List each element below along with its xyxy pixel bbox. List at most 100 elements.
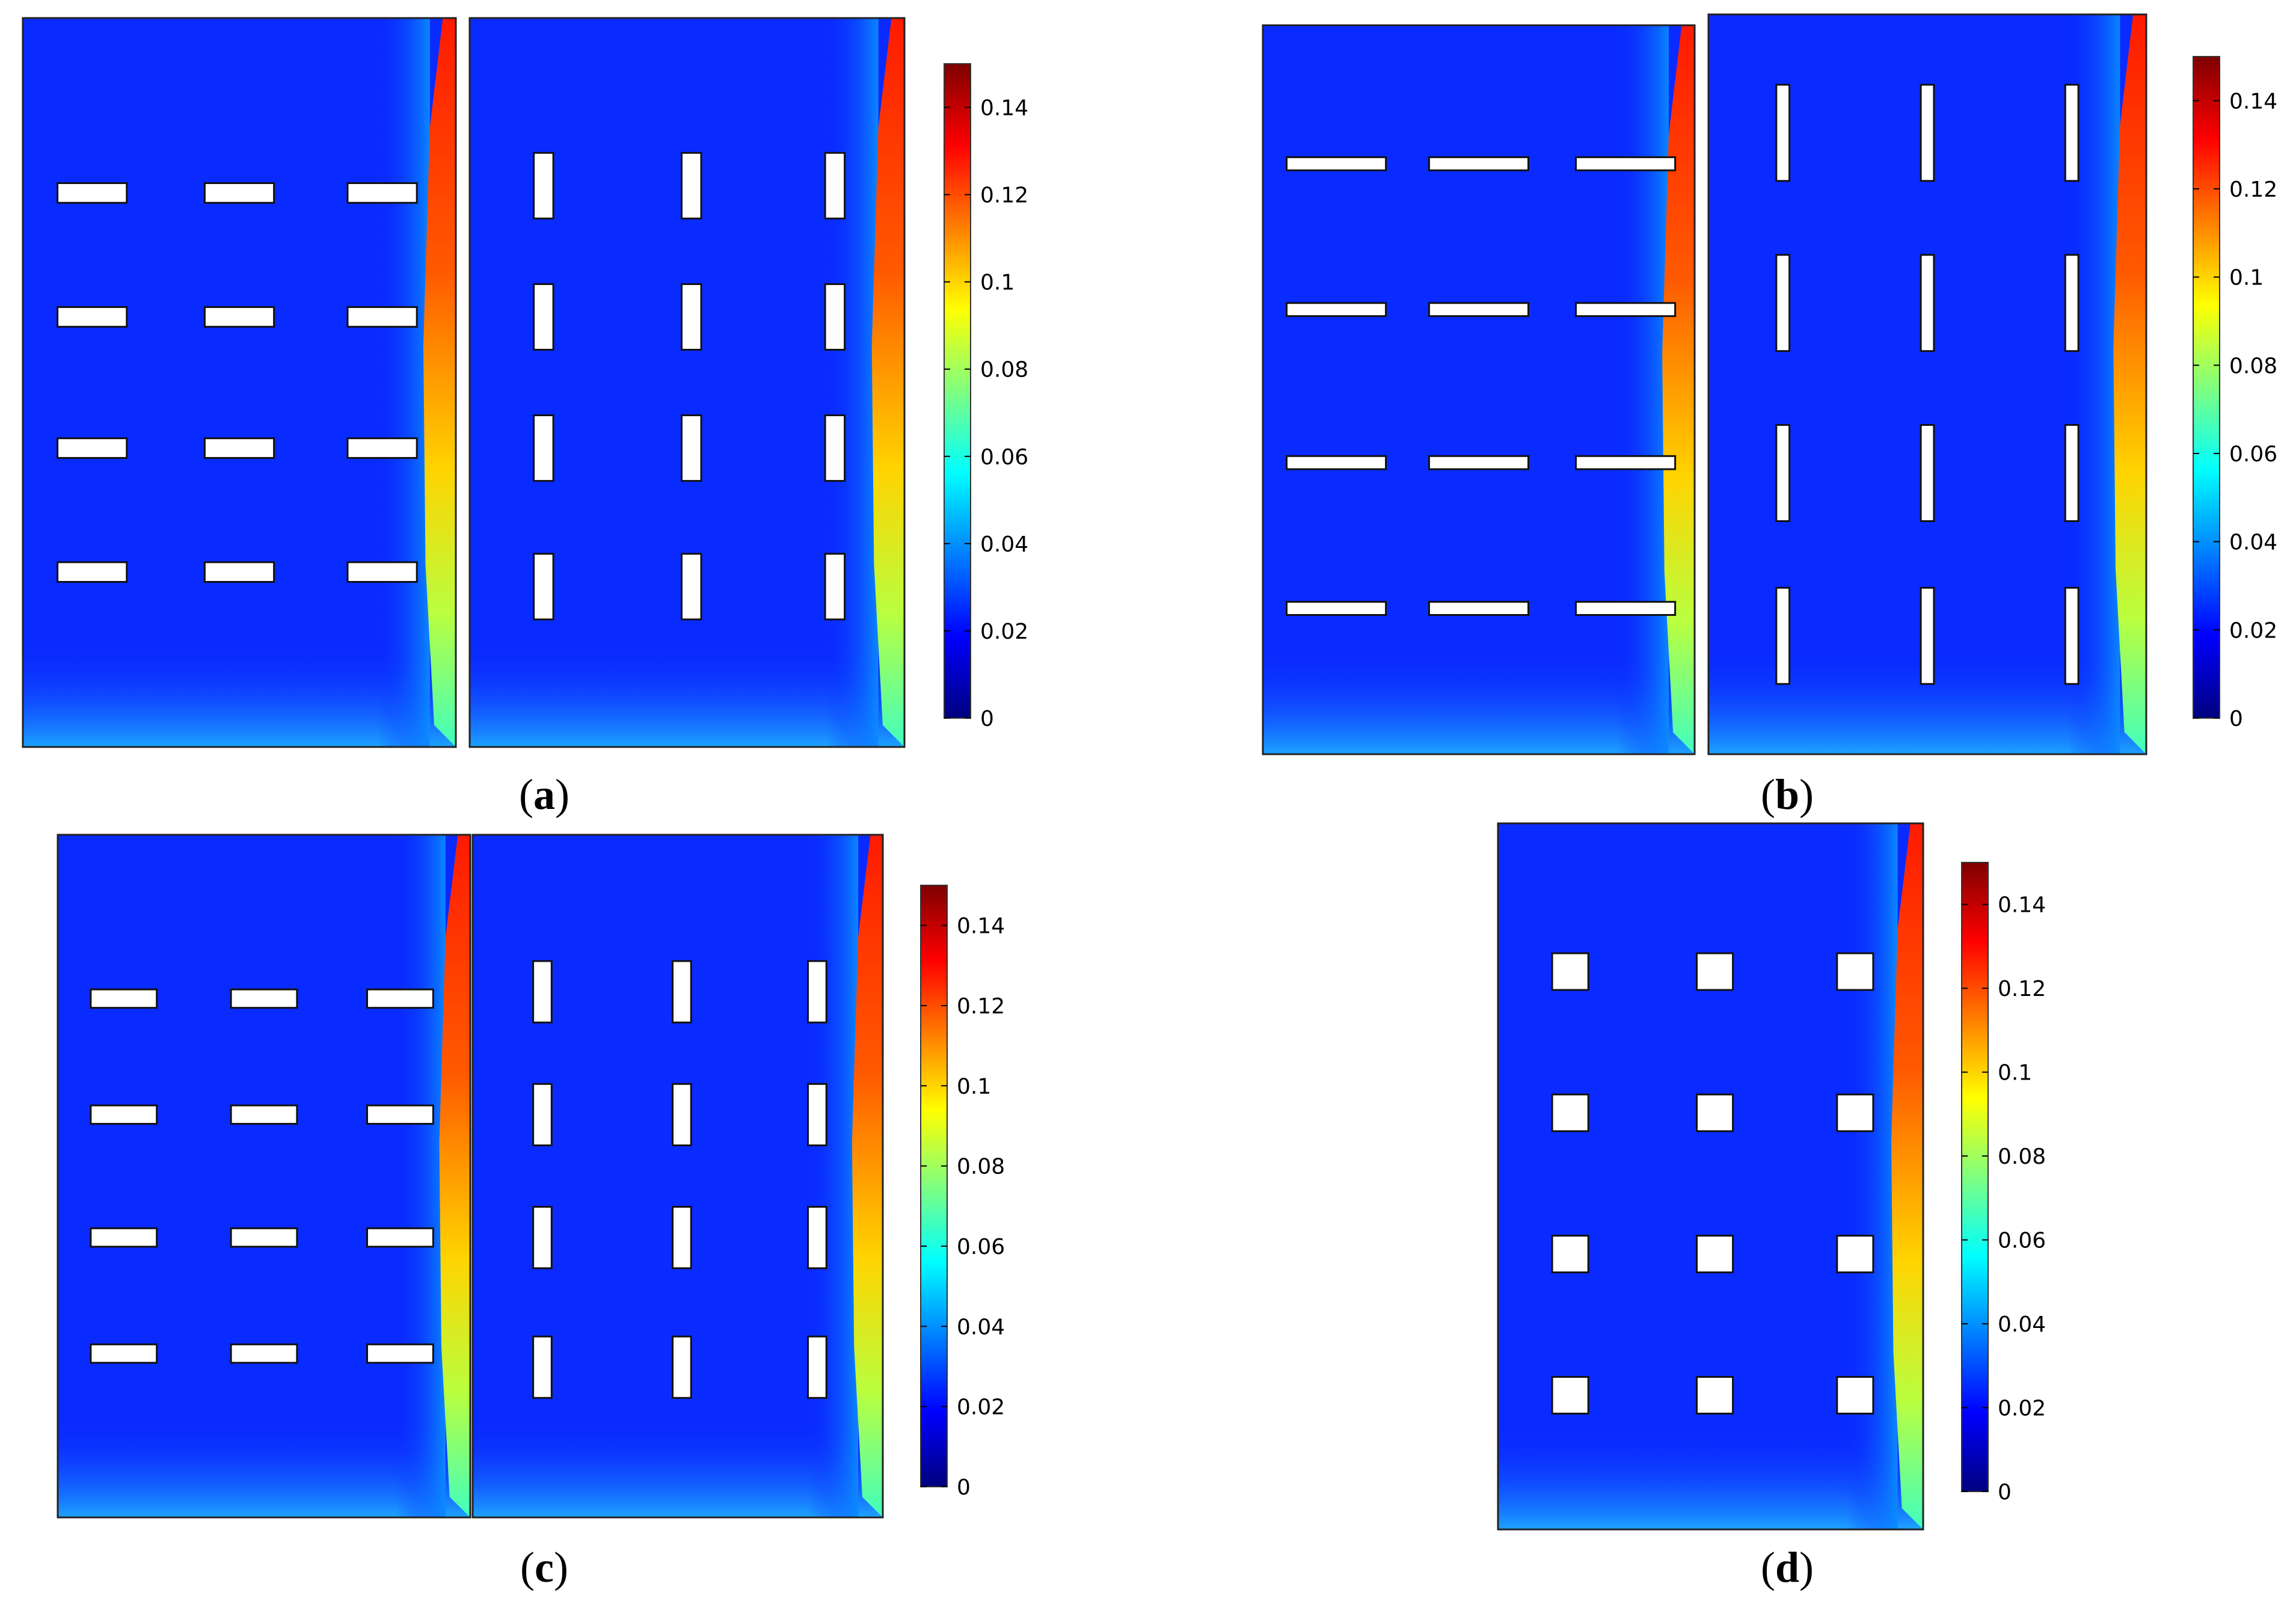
colorbar-gradient (2193, 56, 2220, 719)
wall-halo (809, 835, 859, 1517)
obstacle-block (346, 306, 418, 328)
hot-wall-plume (439, 835, 470, 1517)
obstacle-block (533, 553, 554, 621)
obstacle-block (1696, 1235, 1734, 1274)
hot-wall-plume (871, 18, 904, 747)
colorbar-d: 0 0.02 0.04 0.06 0.08 0.1 0.12 0.14 (1961, 862, 2046, 1505)
wall-halo (1846, 823, 1898, 1529)
obstacle-block (1920, 84, 1935, 182)
obstacle-block (57, 306, 128, 328)
obstacle-block (824, 152, 846, 220)
wall-halo (1616, 25, 1669, 754)
obstacle-block (203, 306, 275, 328)
contour-domain-a-right (468, 17, 906, 748)
obstacle-block (1286, 601, 1387, 616)
contour-domain-b-left (1262, 24, 1696, 755)
obstacle-block (532, 1206, 553, 1270)
colorbar-tick-label: 0.04 (980, 532, 1028, 557)
colorbar-tick-label: 0.1 (2229, 266, 2264, 290)
obstacle-block (1575, 601, 1677, 616)
colorbar-tick-label: 0.02 (957, 1395, 1005, 1420)
obstacle-block (203, 437, 275, 459)
obstacle-block (672, 1083, 692, 1146)
obstacle-block (672, 1206, 692, 1270)
obstacle-block (230, 1104, 298, 1125)
domain-border (1707, 13, 2147, 755)
obstacle-block (1836, 1375, 1874, 1415)
obstacle-block (230, 1343, 298, 1364)
hot-wall-plume (1891, 823, 1923, 1529)
wall-halo (826, 18, 879, 747)
colorbar-tick-label: 0 (1998, 1480, 2012, 1505)
obstacle-block (57, 182, 128, 204)
obstacle-block (1551, 952, 1589, 991)
contour-domain-b-right (1707, 13, 2147, 755)
colorbar-tick-label: 0 (2229, 707, 2243, 731)
obstacle-block (346, 561, 418, 583)
colorbar-tick-label: 0.06 (957, 1235, 1005, 1259)
obstacle-block (2064, 586, 2080, 685)
obstacle-block (1428, 156, 1529, 171)
obstacle-block (1551, 1093, 1589, 1132)
colorbar-tick-label: 0.06 (1998, 1229, 2046, 1253)
obstacle-block (1696, 1375, 1734, 1415)
obstacle-block (1836, 1093, 1874, 1132)
obstacle-block (1775, 424, 1791, 522)
obstacle-block (1836, 952, 1874, 991)
obstacle-block (90, 1343, 158, 1364)
colorbar-tick-label: 0.14 (980, 96, 1028, 121)
domain-border (468, 17, 906, 748)
colorbar-tick-label: 0.08 (1998, 1145, 2046, 1169)
obstacle-block (533, 283, 554, 351)
obstacle-block (824, 553, 846, 621)
contour-domain-c-right (471, 834, 884, 1519)
colorbar-tick-label: 0.02 (980, 619, 1028, 644)
obstacle-block (532, 960, 553, 1024)
colorbar-tick-label: 0.14 (957, 914, 1005, 939)
colorbar-gradient (944, 63, 971, 719)
obstacle-block (681, 414, 702, 482)
obstacle-block (1428, 601, 1529, 616)
wall-halo (396, 835, 446, 1517)
obstacle-block (57, 437, 128, 459)
contour-domains (22, 13, 2147, 1531)
obstacle-block (681, 553, 702, 621)
colorbar-tick-label: 0.14 (2229, 89, 2277, 114)
colorbar-tick-label: 0.12 (2229, 177, 2277, 202)
obstacle-block (532, 1335, 553, 1399)
obstacle-block (807, 1206, 827, 1270)
colorbar-tick-label: 0.12 (980, 183, 1028, 208)
colorbar-tick-label: 0.06 (2229, 442, 2277, 467)
contour-domain-d (1497, 822, 1924, 1531)
colorbar-tick-label: 0.14 (1998, 893, 2046, 918)
obstacle-block (2064, 254, 2080, 352)
obstacle-block (1836, 1235, 1874, 1274)
colorbar-tick-label: 0.02 (1998, 1397, 2046, 1421)
hot-wall-plume (852, 835, 883, 1517)
obstacle-block (1775, 84, 1791, 182)
obstacle-block (1696, 1093, 1734, 1132)
colorbar-b: 0 0.02 0.04 0.06 0.08 0.1 0.12 0.14 (2193, 56, 2277, 731)
panel-label-c: (c) (520, 1543, 568, 1591)
colorbar-tick-label: 0.1 (957, 1074, 991, 1099)
obstacle-block (230, 988, 298, 1009)
contour-domain-a-left (22, 17, 457, 748)
obstacle-block (203, 561, 275, 583)
domain-border (1262, 24, 1696, 755)
panel-label-b: (b) (1760, 770, 1814, 819)
colorbar-tick-label: 0.08 (2229, 354, 2277, 378)
colorbars: 0 0.02 0.04 0.06 0.08 0.1 0.12 0.14 0 0.02 0.04 0.0… (920, 56, 2277, 1505)
domain-border (471, 834, 884, 1519)
colorbar-a: 0 0.02 0.04 0.06 0.08 0.1 0.12 0.14 (944, 63, 1028, 731)
domain-border (22, 17, 457, 748)
obstacle-block (2064, 84, 2080, 182)
obstacle-block (366, 1227, 434, 1248)
obstacle-block (681, 152, 702, 220)
obstacle-block (1551, 1375, 1589, 1415)
obstacle-block (824, 414, 846, 482)
obstacle-block (533, 414, 554, 482)
obstacle-block (1286, 156, 1387, 171)
obstacle-block (90, 988, 158, 1009)
obstacle-block (1775, 586, 1791, 685)
obstacle-block (807, 1083, 827, 1146)
